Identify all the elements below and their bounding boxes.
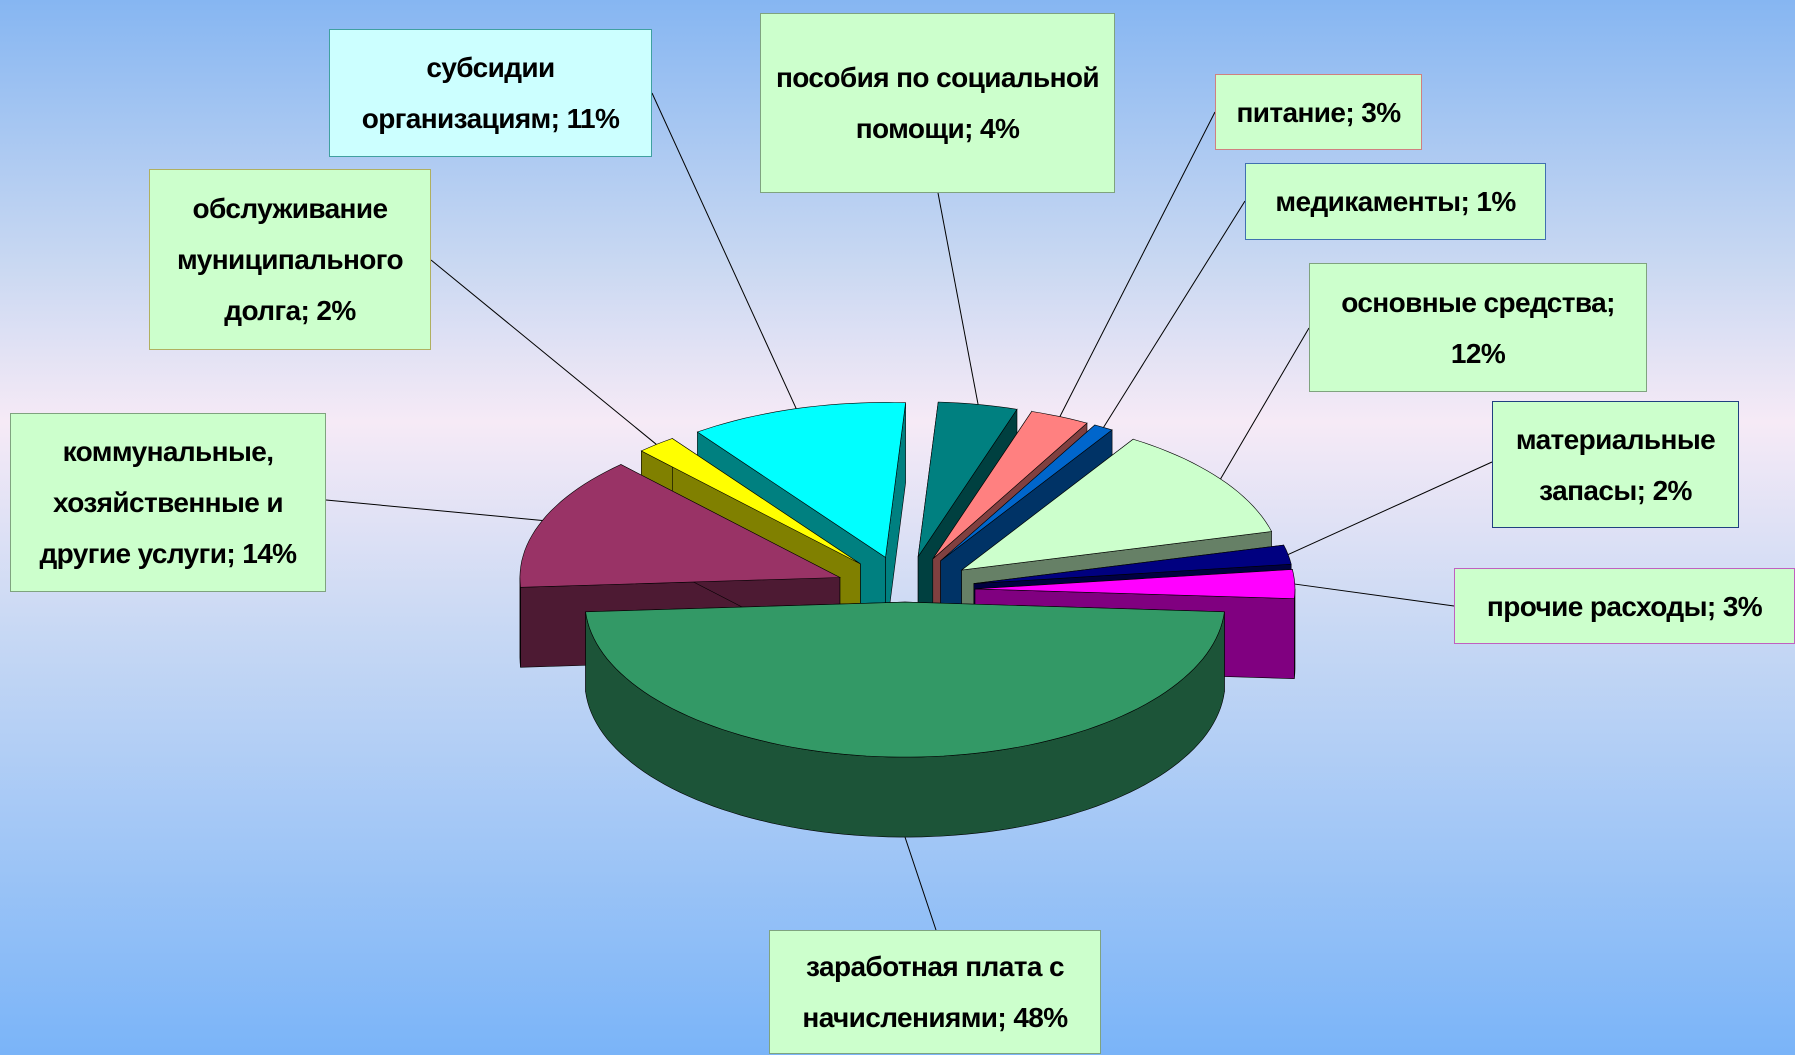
slice xyxy=(960,438,1273,571)
data-label: основные средства; 12% xyxy=(1309,263,1647,392)
label-part: ; xyxy=(1706,590,1723,622)
label-part: питание xyxy=(1236,96,1346,128)
slice xyxy=(917,401,1018,557)
label-text: материальные запасы; 2% xyxy=(1497,414,1734,516)
data-label: обслуживание муниципального долга; 2% xyxy=(149,169,431,350)
label-part: 14% xyxy=(242,538,297,569)
data-label: прочие расходы; 3% xyxy=(1454,568,1795,644)
slice xyxy=(585,601,1225,838)
leader-lines xyxy=(325,92,1493,931)
label-text: коммунальные, хозяйственные и другие усл… xyxy=(15,426,321,579)
label-part: 1% xyxy=(1476,186,1516,217)
leader-line xyxy=(937,192,979,405)
label-part: коммунальные, хозяйственные и другие усл… xyxy=(39,436,291,569)
slice xyxy=(974,569,1296,600)
pie xyxy=(519,401,1296,838)
label-part: обслуживание муниципального долга xyxy=(177,193,411,326)
label-part: ; xyxy=(1636,474,1653,506)
leader-line xyxy=(325,499,543,521)
slice xyxy=(932,411,1088,560)
slice-side xyxy=(1294,588,1296,679)
leader-line xyxy=(904,836,937,931)
label-part: 2% xyxy=(316,295,356,326)
label-text: обслуживание муниципального долга; 2% xyxy=(154,183,426,336)
data-label: коммунальные, хозяйственные и другие усл… xyxy=(10,413,326,592)
label-part: ; xyxy=(226,538,243,569)
leader-line xyxy=(651,92,797,409)
data-label: субсидии организациям; 11% xyxy=(329,29,652,157)
label-part: прочие расходы xyxy=(1486,590,1708,622)
leader-line xyxy=(1287,461,1493,556)
slice xyxy=(696,402,906,558)
label-part: 3% xyxy=(1361,96,1401,128)
label-part: ; xyxy=(997,1002,1014,1033)
label-part: 4% xyxy=(979,113,1020,144)
data-label: материальные запасы; 2% xyxy=(1492,401,1739,528)
data-label: пособия по социальной помощи; 4% xyxy=(760,13,1115,193)
slice xyxy=(973,544,1292,584)
slice-side xyxy=(519,577,521,668)
label-part: ; xyxy=(300,295,317,326)
label-part: ; xyxy=(1460,186,1477,217)
leader-line xyxy=(1294,583,1455,607)
label-part: ; xyxy=(1606,286,1622,318)
slice xyxy=(585,601,1225,758)
label-text: прочие расходы; 3% xyxy=(1486,581,1763,632)
data-label: питание; 3% xyxy=(1215,74,1422,150)
label-part: ; xyxy=(1345,96,1362,128)
leader-line xyxy=(1059,111,1216,417)
label-part: 12% xyxy=(1450,337,1506,369)
label-part: 11% xyxy=(566,103,620,134)
leader-line xyxy=(1103,200,1246,428)
data-label: заработная плата с начислениями; 48% xyxy=(769,930,1101,1054)
label-text: субсидии организациям; 11% xyxy=(334,42,647,144)
label-part: материальные запасы xyxy=(1515,423,1723,506)
label-part: заработная плата с начислениями xyxy=(802,951,1072,1033)
label-part: субсидии организациям xyxy=(361,52,562,134)
slice xyxy=(640,438,861,565)
leader-line xyxy=(430,259,657,445)
data-label: медикаменты; 1% xyxy=(1245,163,1546,240)
label-part: медикаменты xyxy=(1275,186,1461,217)
label-part: пособия по социальной помощи xyxy=(775,62,1107,144)
label-part: ; xyxy=(964,113,980,144)
label-text: медикаменты; 1% xyxy=(1275,176,1516,227)
label-part: ; xyxy=(550,103,567,134)
label-part: основные средства xyxy=(1341,286,1607,318)
slice xyxy=(940,424,1113,562)
slice xyxy=(519,464,842,588)
label-part: 2% xyxy=(1652,474,1693,506)
label-text: основные средства; 12% xyxy=(1314,277,1642,379)
leader-line xyxy=(1220,327,1310,480)
label-part: 3% xyxy=(1722,590,1763,622)
label-text: питание; 3% xyxy=(1236,87,1401,138)
label-text: заработная плата с начислениями; 48% xyxy=(774,941,1096,1043)
label-part: 48% xyxy=(1013,1002,1068,1033)
label-text: пособия по социальной помощи; 4% xyxy=(765,52,1110,154)
